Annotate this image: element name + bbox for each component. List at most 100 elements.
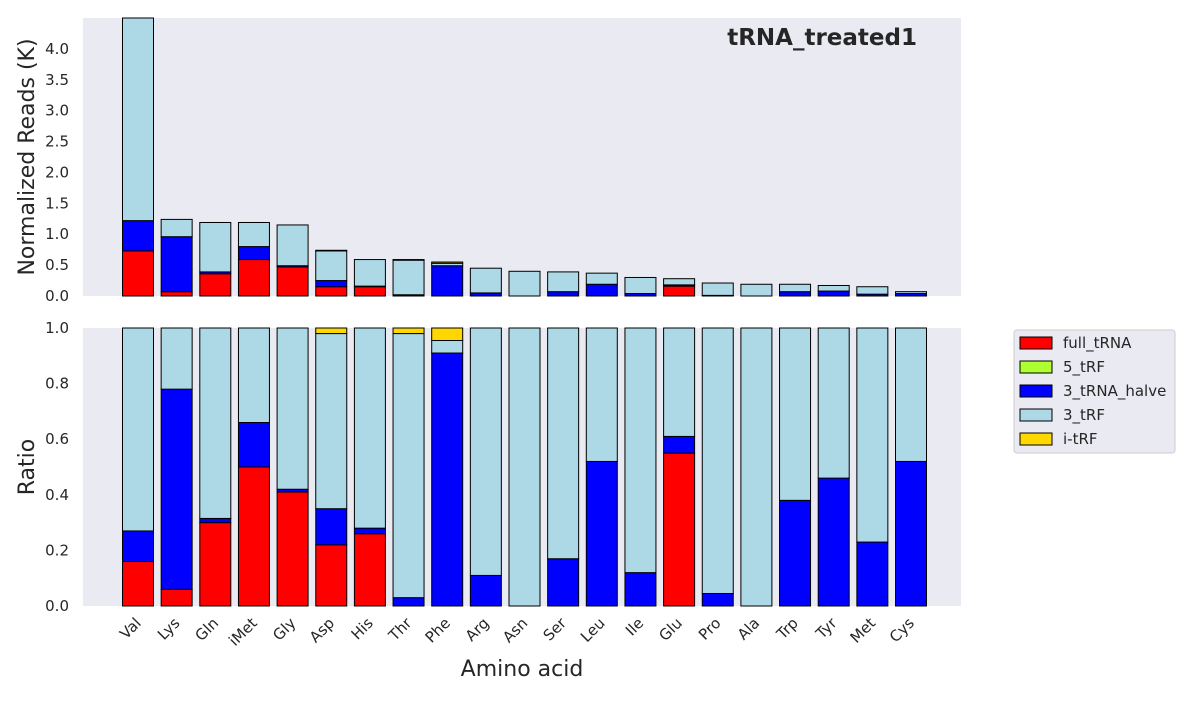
bar-3_tRF-Ser (547, 271, 580, 293)
legend-label-5_tRF: 5_tRF (1063, 358, 1105, 377)
panel-1-y-tick-label: 0.5 (45, 256, 69, 274)
bar-3_tRF-Thr (392, 259, 425, 296)
bar-i-tRF-Phe (431, 327, 464, 342)
x-tick-label-iMet: iMet (225, 614, 261, 650)
bar-3_tRNA_halve-Ser (547, 558, 580, 607)
x-tick-label-Asp: Asp (306, 614, 338, 646)
panel-1-y-tick-label: 4.0 (45, 40, 69, 58)
x-tick-label-Glu: Glu (655, 614, 686, 645)
bar-full_tRNA-iMet (237, 259, 270, 297)
bar-3_tRF-Asp (315, 333, 348, 510)
panel-1-y-tick-label: 3.0 (45, 102, 69, 120)
panel-2-y-axis-label: Ratio (15, 439, 40, 495)
bar-full_tRNA-Lys (160, 588, 193, 607)
x-tick-label-Ser: Ser (540, 614, 571, 645)
bar-3_tRF-His (353, 259, 386, 287)
x-tick-label-Asn: Asn (499, 614, 531, 646)
panel-1-y-tick-label: 2.0 (45, 163, 69, 181)
bar-i-tRF-Phe (431, 261, 464, 264)
bar-3_tRF-Ala (740, 327, 773, 607)
x-tick-label-Val: Val (116, 614, 145, 643)
bar-3_tRF-Pro (701, 282, 734, 296)
bar-3_tRF-Val (122, 327, 154, 532)
legend-label-3_tRF: 3_tRF (1063, 406, 1105, 425)
bar-3_tRF-Met (856, 327, 889, 543)
bar-3_tRF-iMet (237, 221, 270, 248)
panel-1-y-axis-label: Normalized Reads (K) (15, 38, 40, 275)
chart-title: tRNA_treated1 (727, 25, 917, 51)
bar-3_tRF-Glu (663, 278, 696, 286)
bar-i-tRF-Thr (392, 327, 425, 335)
bar-3_tRF-Trp (779, 283, 812, 293)
bar-3_tRNA_halve-Asp (315, 508, 348, 546)
bar-i-tRF-Thr (392, 259, 425, 261)
bar-3_tRNA_halve-Asp (315, 280, 348, 288)
bar-3_tRNA_halve-Phe (431, 352, 464, 607)
x-tick-label-Lys: Lys (154, 614, 184, 644)
bar-3_tRNA_halve-Val (122, 530, 154, 563)
bar-3_tRF-Tyr (817, 327, 850, 479)
x-tick-label-Trp: Trp (772, 614, 801, 643)
bar-full_tRNA-Asp (315, 544, 348, 607)
bar-3_tRF-Phe (431, 340, 464, 354)
legend-box (1013, 329, 1176, 454)
bar-3_tRF-Glu (663, 327, 696, 437)
bar-3_tRNA_halve-Ser (547, 291, 580, 297)
x-tick-label-Leu: Leu (577, 614, 609, 646)
bar-3_tRNA_halve-Glu (663, 435, 696, 454)
panel-2-y-tick-label: 0.0 (45, 597, 69, 615)
x-tick-label-Thr: Thr (384, 614, 416, 646)
bar-3_tRF-Gln (199, 327, 232, 519)
x-tick-label-Gly: Gly (269, 614, 299, 644)
bar-3_tRF-Gln (199, 221, 232, 273)
panel-2-y-tick-label: 0.2 (45, 541, 69, 559)
bar-3_tRF-Cys (895, 327, 927, 462)
panel-1-y-tick-label: 3.5 (45, 71, 69, 89)
legend-label-3_tRNA_halve: 3_tRNA_halve (1063, 382, 1166, 401)
bar-i-tRF-Asp (315, 327, 348, 335)
panel-2-y-tick-label: 0.6 (45, 430, 69, 448)
legend-swatch-i-tRF (1019, 432, 1053, 446)
x-tick-label-Gln: Gln (192, 614, 223, 645)
panel-1-y-tick-label: 1.5 (45, 194, 69, 212)
bar-3_tRNA_halve-Lys (160, 388, 193, 590)
bar-3_tRF-Cys (895, 291, 927, 295)
bar-full_tRNA-Glu (663, 285, 696, 297)
bar-3_tRF-Asn (508, 327, 541, 607)
legend-swatch-full_tRNA (1019, 336, 1053, 350)
bar-3_tRNA_halve-Leu (585, 283, 618, 297)
bar-3_tRNA_halve-Phe (431, 265, 464, 297)
bar-3_tRF-Leu (585, 272, 618, 285)
bar-3_tRNA_halve-Met (856, 541, 889, 607)
bar-full_tRNA-Glu (663, 452, 696, 607)
x-tick-label-His: His (348, 614, 377, 643)
bar-3_tRNA_halve-Trp (779, 291, 812, 297)
bar-full_tRNA-iMet (237, 466, 270, 607)
bar-3_tRF-Asn (508, 270, 541, 297)
bar-i-tRF-Asp (315, 249, 348, 252)
bar-3_tRNA_halve-Gln (199, 517, 232, 524)
bar-3_tRNA_halve-Pro (701, 592, 734, 607)
x-axis-label: Amino acid (461, 657, 584, 682)
x-tick-label-Tyr: Tyr (812, 614, 841, 643)
bar-3_tRF-Trp (779, 327, 812, 501)
bar-3_tRF-Ala (740, 283, 773, 297)
bar-3_tRNA_halve-Tyr (817, 477, 850, 607)
bar-3_tRF-Leu (585, 327, 618, 462)
bar-full_tRNA-Val (122, 250, 154, 297)
bar-3_tRF-His (353, 327, 386, 529)
bar-3_tRF-Lys (160, 218, 193, 238)
legend-swatch-5_tRF (1019, 360, 1053, 374)
x-tick-label-Met: Met (847, 614, 880, 647)
x-tick-label-Arg: Arg (462, 614, 493, 645)
bar-full_tRNA-Asp (315, 286, 348, 297)
bar-full_tRNA-Gly (276, 266, 309, 297)
bar-3_tRF-Pro (701, 327, 734, 594)
bar-3_tRF-Val (122, 17, 154, 222)
legend-label-full_tRNA: full_tRNA (1063, 334, 1132, 353)
x-tick-label-Ile: Ile (622, 614, 647, 639)
legend-swatch-3_tRNA_halve (1019, 384, 1053, 398)
panel-2-y-tick-label: 0.4 (45, 486, 69, 504)
bar-3_tRNA_halve-Lys (160, 236, 193, 293)
bar-3_tRF-Met (856, 286, 889, 295)
